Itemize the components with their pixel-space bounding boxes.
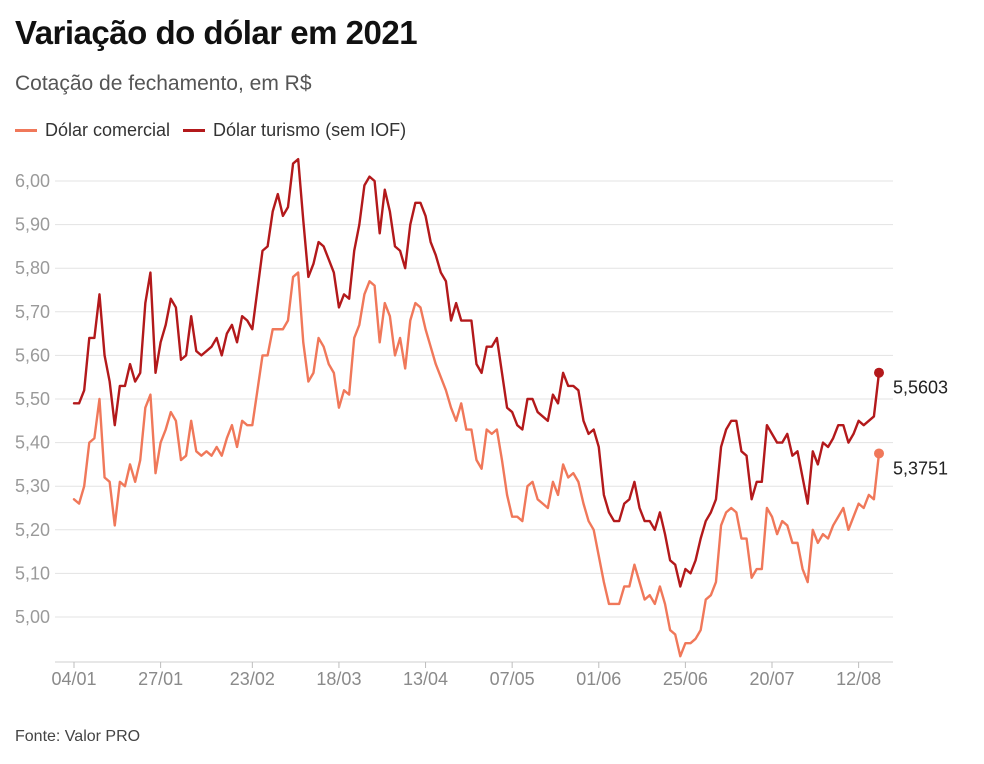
x-tick-label: 18/03 xyxy=(316,669,361,689)
y-tick-label: 5,90 xyxy=(15,215,50,235)
x-tick-label: 23/02 xyxy=(230,669,275,689)
x-tick-label: 01/06 xyxy=(576,669,621,689)
x-tick-label: 04/01 xyxy=(51,669,96,689)
x-tick-label: 12/08 xyxy=(836,669,881,689)
y-tick-label: 5,80 xyxy=(15,258,50,278)
x-tick-label: 25/06 xyxy=(663,669,708,689)
end-point-turismo xyxy=(874,367,884,378)
y-tick-label: 5,50 xyxy=(15,389,50,409)
end-label-comercial: 5,3751 xyxy=(893,458,948,478)
source-note: Fonte: Valor PRO xyxy=(15,728,141,745)
legend-swatch-turismo xyxy=(183,129,206,132)
x-tick-label: 27/01 xyxy=(138,669,183,689)
y-tick-label: 5,40 xyxy=(15,433,50,453)
legend-label-comercial: Dólar comercial xyxy=(45,120,171,140)
legend: Dólar comercial Dólar turismo (sem IOF) xyxy=(15,120,419,141)
chart-subtitle: Cotação de fechamento, em R$ xyxy=(15,72,312,95)
y-tick-label: 5,70 xyxy=(15,302,50,322)
y-tick-label: 5,20 xyxy=(15,520,50,540)
y-tick-label: 5,10 xyxy=(15,563,50,583)
series-line-turismo xyxy=(72,157,881,588)
series-line-comercial xyxy=(72,271,881,658)
end-point-comercial xyxy=(874,448,884,459)
x-tick-label: 20/07 xyxy=(749,669,794,689)
x-tick-label: 13/04 xyxy=(403,669,448,689)
x-tick-label: 07/05 xyxy=(490,669,535,689)
legend-label-turismo: Dólar turismo (sem IOF) xyxy=(213,120,407,140)
legend-item-comercial: Dólar comercial xyxy=(15,120,170,141)
legend-item-turismo: Dólar turismo (sem IOF) xyxy=(183,120,406,141)
legend-swatch-comercial xyxy=(15,129,37,132)
y-tick-label: 6,00 xyxy=(15,171,50,191)
chart-title: Variação do dólar em 2021 xyxy=(15,14,418,51)
y-tick-label: 5,00 xyxy=(15,607,50,627)
y-tick-label: 5,30 xyxy=(15,476,50,496)
y-tick-label: 5,60 xyxy=(15,345,50,365)
end-label-turismo: 5,5603 xyxy=(893,378,948,398)
